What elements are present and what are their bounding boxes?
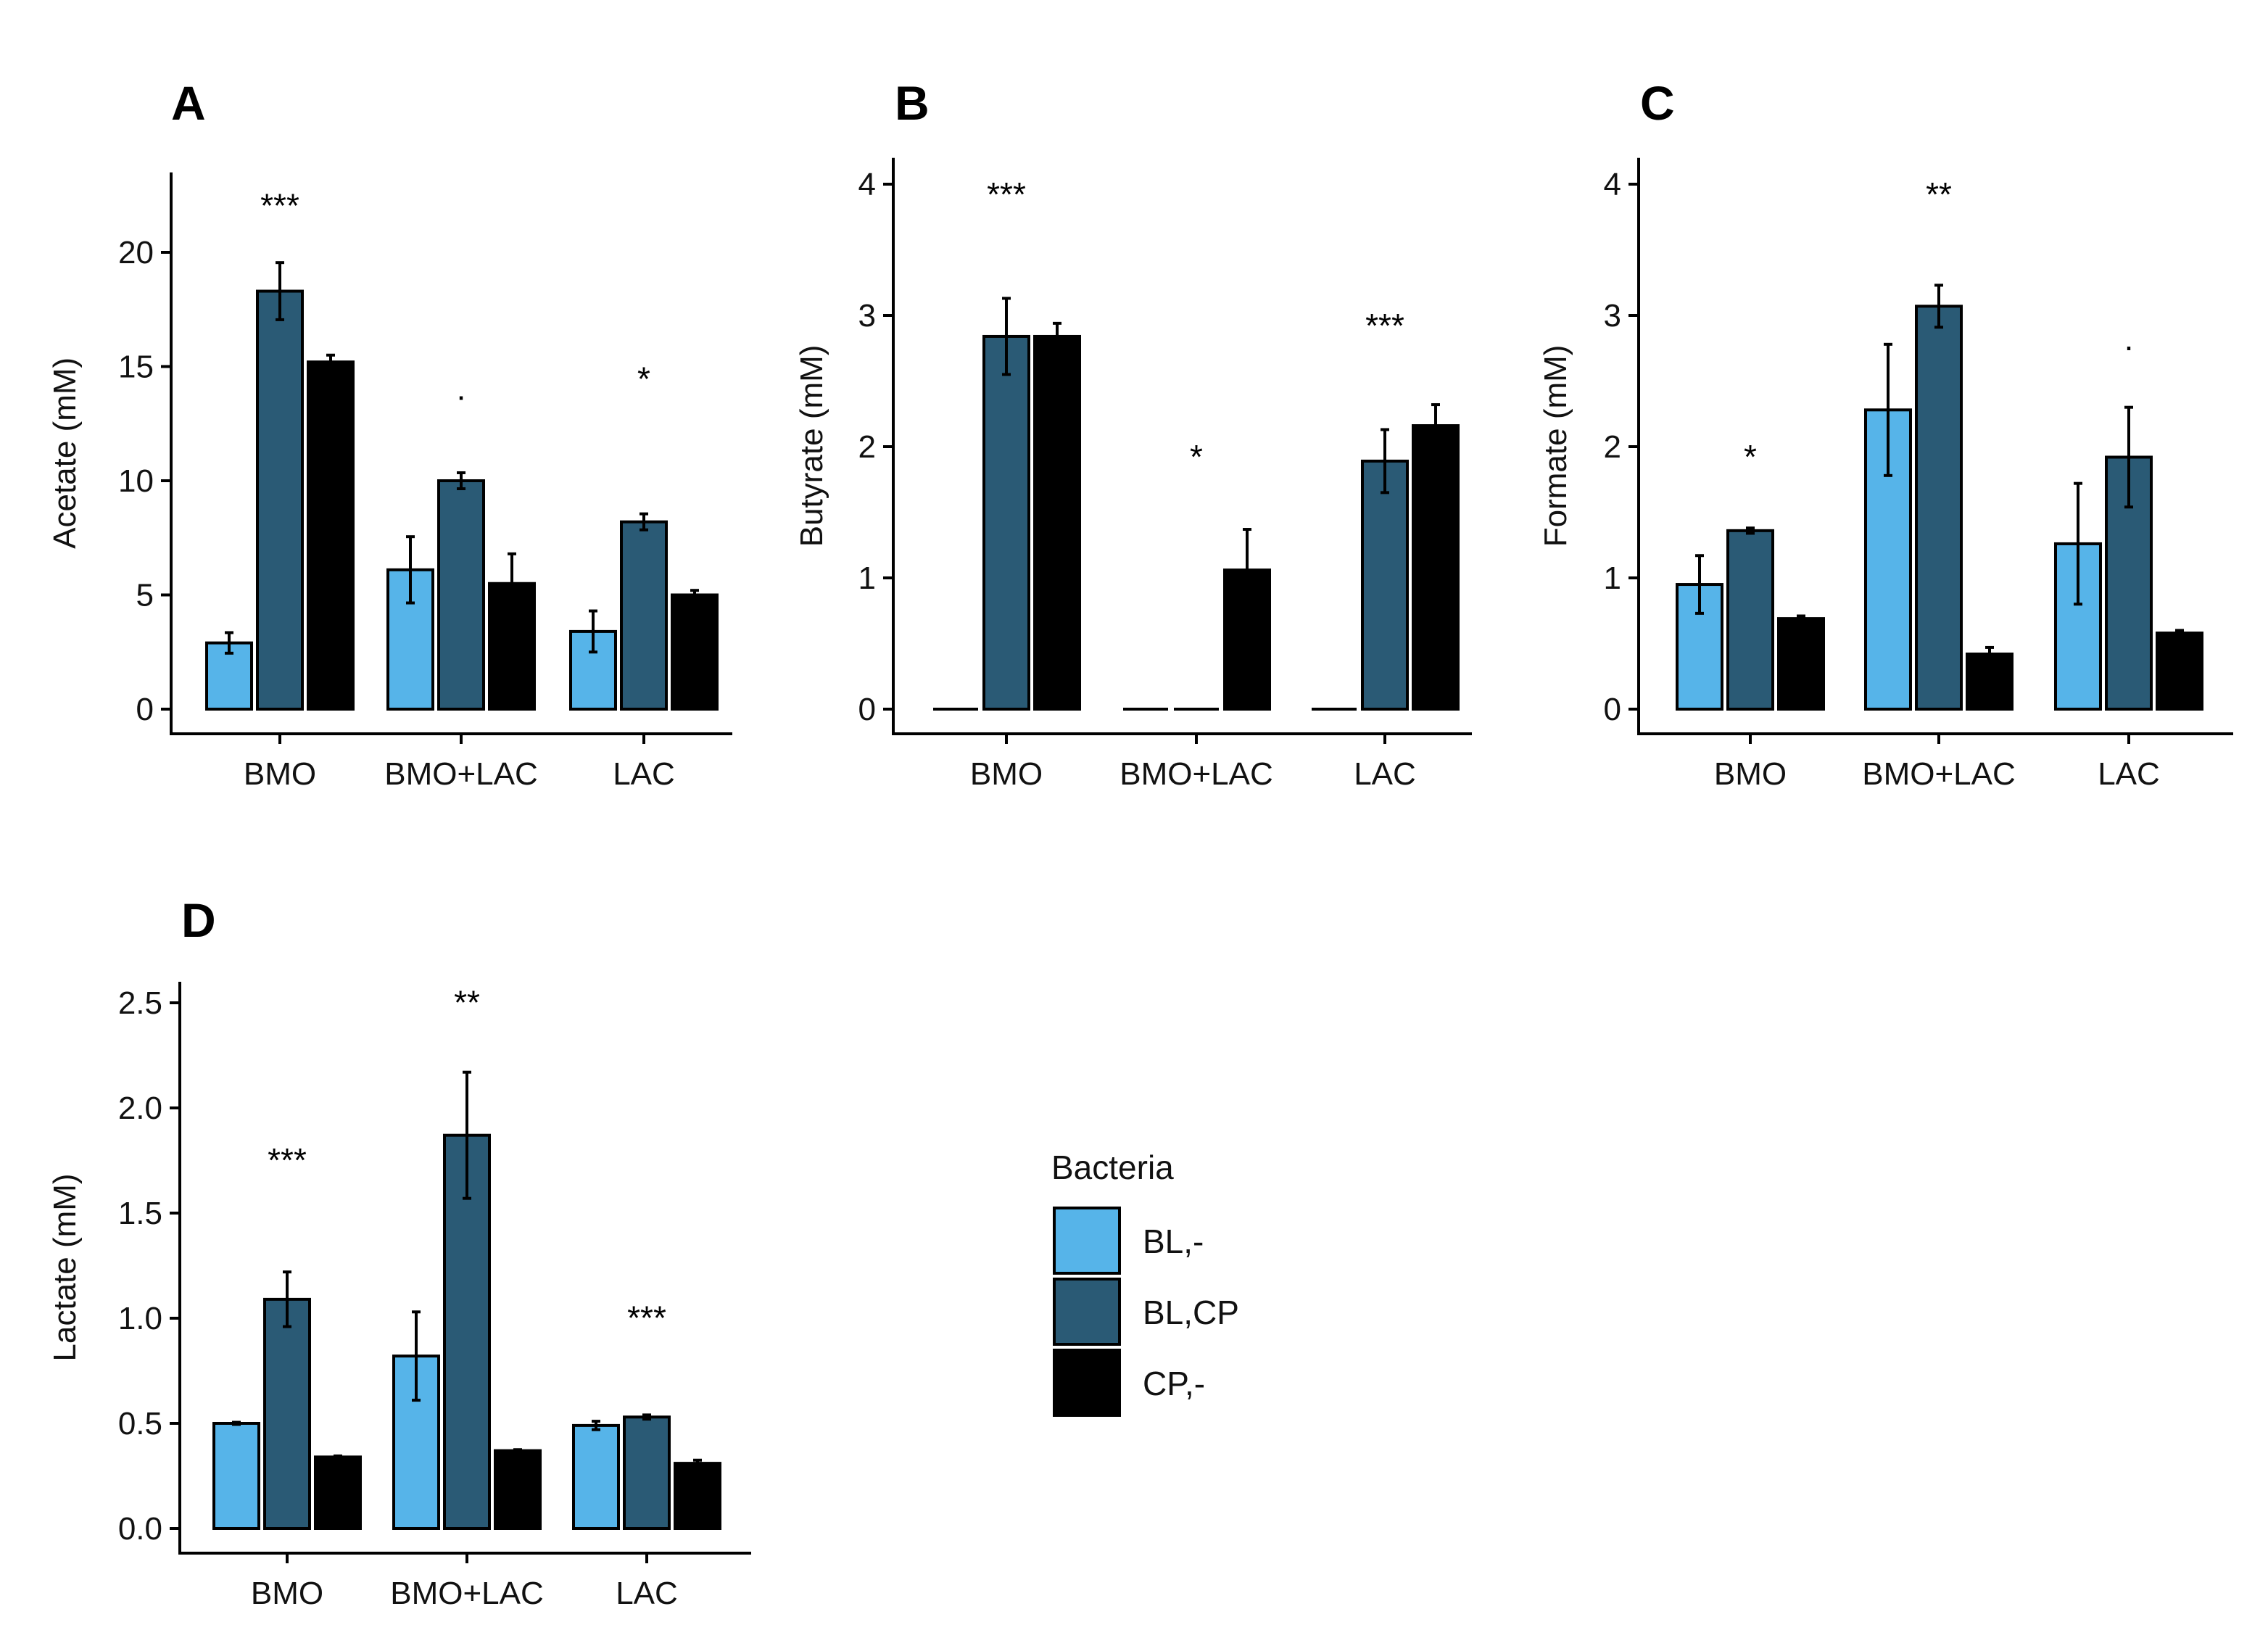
bar [671, 593, 719, 711]
bar [1361, 459, 1409, 711]
bar [620, 520, 668, 711]
y-tick-label: 1.0 [118, 1301, 162, 1336]
y-tick-label: 0 [136, 692, 154, 727]
bar [623, 1415, 671, 1531]
y-tick-label: 1 [858, 560, 876, 596]
y-axis-label: Lactate (mM) [47, 1173, 83, 1361]
y-tick-label: 5 [136, 578, 154, 613]
legend-swatch-border [1053, 1278, 1121, 1346]
significance-label: *** [268, 1141, 307, 1179]
x-tick-label: LAC [1354, 756, 1416, 792]
legend: Bacteria BL,- BL,CP CP,- [1051, 1149, 1239, 1417]
y-tick-label: 20 [118, 235, 154, 270]
significance-label: ** [454, 984, 480, 1022]
bar [256, 289, 304, 711]
y-axis-label: Butyrate (mM) [794, 345, 829, 547]
significance-label: * [1190, 438, 1203, 476]
x-tick-label: LAC [613, 756, 675, 792]
legend-swatch-border [1053, 1349, 1121, 1417]
legend-title: Bacteria [1051, 1149, 1174, 1186]
x-tick-label: BMO [970, 756, 1043, 792]
y-tick-label: 4 [858, 167, 876, 202]
bar [443, 1133, 491, 1530]
legend-label: BL,- [1143, 1222, 1204, 1260]
bar [1777, 617, 1825, 711]
bar [1915, 305, 1963, 711]
significance-label: ** [1926, 175, 1952, 213]
y-tick-label: 15 [118, 349, 154, 385]
y-tick-label: 0.0 [118, 1511, 162, 1547]
x-tick-label: BMO+LAC [390, 1576, 544, 1611]
panel-d: D 0.0 0.5 1.0 1.5 2.0 2.5 Lactate (mM) BMO BMO+LA… [47, 893, 751, 1611]
bar [1412, 424, 1460, 711]
y-tick-label: 2.0 [118, 1091, 162, 1126]
y-tick-label: 4 [1604, 167, 1621, 202]
panel-a: A 0 5 10 15 20 Acetate (mM) BMO BMO+LAC LAC ***. * [47, 76, 732, 792]
bar [307, 360, 355, 711]
significance-label: *** [987, 175, 1026, 213]
significance-label: * [1744, 438, 1757, 476]
x-tick-label: BMO [1714, 756, 1787, 792]
legend-swatch [1053, 1349, 1121, 1417]
x-tick-label: BMO [244, 756, 316, 792]
legend-swatch [1053, 1207, 1121, 1275]
y-axis-label: Formate (mM) [1538, 345, 1573, 547]
bar [572, 1423, 620, 1531]
x-tick-label: BMO+LAC [384, 756, 538, 792]
legend-label: BL,CP [1143, 1294, 1239, 1331]
y-tick-label: 3 [858, 298, 876, 334]
significance-label: . [457, 369, 466, 407]
panel-title: D [181, 893, 216, 947]
significance-label: * [637, 360, 650, 398]
y-tick-label: 0.5 [118, 1406, 162, 1441]
panel-title: C [1640, 76, 1675, 130]
significance-label: *** [627, 1299, 666, 1337]
bar [1033, 334, 1081, 711]
significance-label: *** [1365, 307, 1404, 344]
y-tick-label: 3 [1604, 298, 1621, 334]
y-axis-label: Acetate (mM) [47, 357, 83, 549]
legend-swatch [1053, 1278, 1121, 1346]
y-tick-label: 2 [1604, 429, 1621, 465]
bar [212, 1422, 260, 1530]
bar [437, 479, 485, 711]
x-tick-label: LAC [2098, 756, 2160, 792]
y-tick-label: 2.5 [118, 985, 162, 1021]
legend-label: CP,- [1143, 1365, 1205, 1402]
y-tick-label: 10 [118, 463, 154, 499]
bar [263, 1297, 311, 1531]
y-tick-label: 1 [1604, 560, 1621, 596]
x-tick-label: LAC [616, 1576, 678, 1611]
bar [982, 334, 1030, 711]
y-tick-label: 0 [1604, 692, 1621, 727]
bar [314, 1455, 362, 1531]
x-tick-label: BMO+LAC [1119, 756, 1273, 792]
y-tick-label: 2 [858, 429, 876, 465]
y-tick-label: 1.5 [118, 1196, 162, 1231]
legend-swatch-border [1053, 1207, 1121, 1275]
bar [494, 1449, 542, 1530]
panel-title: B [895, 76, 930, 130]
bar [2156, 632, 2203, 711]
x-tick-label: BMO+LAC [1862, 756, 2016, 792]
panel-title: A [171, 76, 206, 130]
y-tick-label: 0 [858, 692, 876, 727]
significance-label: . [2124, 320, 2134, 357]
bar [1966, 652, 2014, 711]
bar [674, 1462, 721, 1530]
significance-label: *** [260, 186, 299, 224]
bar [1726, 529, 1774, 711]
bar [1864, 408, 1912, 711]
x-tick-label: BMO [251, 1576, 323, 1611]
